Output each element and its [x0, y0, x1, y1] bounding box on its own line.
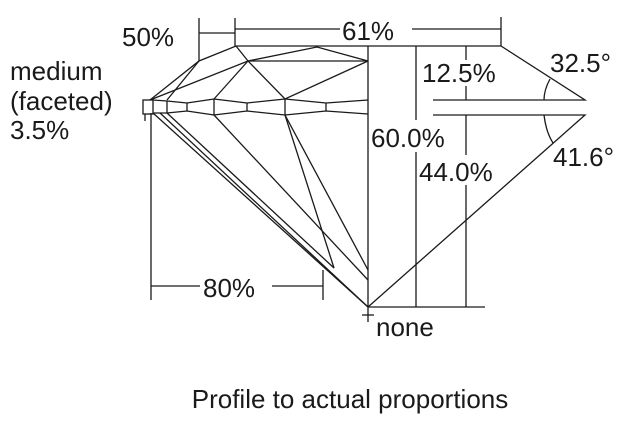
caption: Profile to actual proportions: [192, 384, 509, 414]
pavilion-angle-label: 41.6°: [553, 142, 614, 172]
crown-height-label: 12.5%: [422, 58, 496, 88]
total-depth-label: 60.0%: [371, 123, 445, 153]
dimension-lines: [150, 17, 554, 308]
girdle-label-line1: medium: [10, 56, 102, 86]
table-width-label: 61%: [342, 16, 394, 46]
table-crown-label: 50%: [122, 22, 174, 52]
girdle-label-line2: (faceted): [10, 86, 113, 116]
culet-label: none: [376, 312, 434, 342]
crown-angle-label: 32.5°: [550, 48, 611, 78]
pavilion-depth-label: 44.0%: [419, 157, 493, 187]
diamond-outline: [142, 45, 588, 322]
lower-half-label: 80%: [203, 273, 255, 303]
girdle-label-line3: 3.5%: [10, 115, 69, 145]
